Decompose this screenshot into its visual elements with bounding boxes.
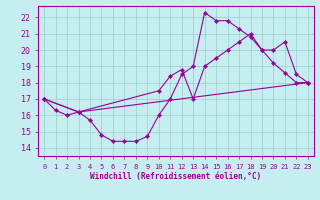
X-axis label: Windchill (Refroidissement éolien,°C): Windchill (Refroidissement éolien,°C) — [91, 172, 261, 181]
